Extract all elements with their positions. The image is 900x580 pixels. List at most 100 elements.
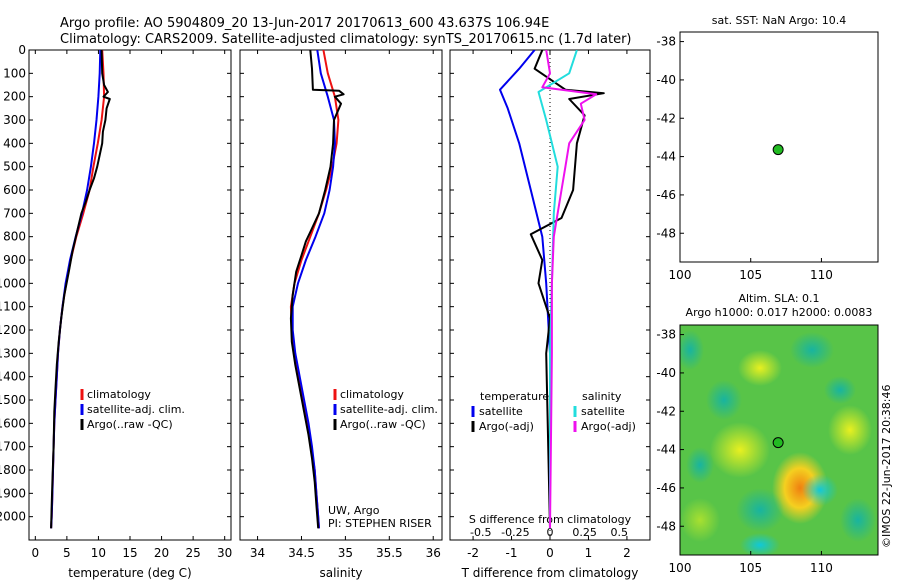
- y-tick-label: 1800: [0, 463, 26, 477]
- x-tick-label: 1: [585, 546, 593, 560]
- series-line: [529, 50, 605, 529]
- x-tick-label: 2: [623, 546, 631, 560]
- y-tick-label: 400: [3, 136, 26, 150]
- series-line: [50, 50, 102, 529]
- y-tick-label: -40: [656, 366, 676, 380]
- series-line: [537, 50, 578, 529]
- x-tick-label: -1: [506, 546, 518, 560]
- y-tick-label: 800: [3, 230, 26, 244]
- x-tick-label: 0: [546, 546, 554, 560]
- y-tick-label: 2000: [0, 510, 26, 524]
- x-tick-label: 110: [810, 561, 833, 575]
- y-tick-label: 1100: [0, 300, 26, 314]
- figure-title-line2: Climatology: CARS2009. Satellite-adjuste…: [60, 32, 632, 47]
- series-group: [499, 50, 605, 529]
- series-group: [289, 50, 345, 529]
- y-tick-label: 700: [3, 206, 26, 220]
- x-tick-label: 25: [185, 546, 200, 560]
- top-tick-label: -0.25: [501, 526, 529, 539]
- x-tick-label: -2: [467, 546, 479, 560]
- legend-entry: Argo(-adj): [479, 420, 534, 433]
- y-tick-label: -38: [656, 35, 676, 49]
- x-tick-label: 110: [810, 268, 833, 282]
- y-tick-label: -46: [656, 481, 676, 495]
- pi-label: PI: STEPHEN RISER: [328, 517, 432, 530]
- plot-frame: [239, 49, 443, 541]
- y-tick-label: -42: [656, 404, 676, 418]
- plot-frame: [28, 49, 232, 541]
- y-tick-label: 200: [3, 90, 26, 104]
- map-title-line1: Altim. SLA: 0.1: [738, 292, 819, 305]
- series-line: [541, 50, 598, 529]
- x-tick-label: 36: [426, 546, 441, 560]
- legend-entry: climatology: [87, 388, 151, 401]
- argo-float-marker: [772, 144, 784, 156]
- credit-label: UW, Argo: [328, 504, 380, 517]
- y-tick-label: 100: [3, 66, 26, 80]
- sst-map-panel: 100 105 110 -38 -40 -42 -44 -46 -48 sat. SST: NaN…: [656, 14, 879, 282]
- y-tick-label: -44: [656, 443, 676, 457]
- y-tick-label: 1600: [0, 416, 26, 430]
- legend-header: salinity: [582, 390, 622, 403]
- top-tick-label: 0: [547, 526, 554, 539]
- x-tick-label: 105: [739, 561, 762, 575]
- x-tick-label: 35: [338, 546, 353, 560]
- sla-map-panel: 100 105 110 -38 -40 -42 -44 -46 -48 Altim. SLA: 0…: [656, 292, 879, 575]
- legend-entry: satellite: [479, 405, 523, 418]
- x-tick-label: 35.5: [376, 546, 403, 560]
- top-tick-label: -0.5: [470, 526, 491, 539]
- y-tick-label: 900: [3, 253, 26, 267]
- x-tick-label: 100: [669, 268, 692, 282]
- series-line: [499, 50, 551, 529]
- temperature-panel: 0 5 10 15 20 25 300100200300400500600700800900…: [0, 43, 232, 580]
- y-tick-label: 0: [18, 43, 26, 57]
- series-line: [289, 50, 345, 529]
- figure-title-line1: Argo profile: AO 5904809_20 13-Jun-2017 …: [60, 16, 549, 31]
- y-tick-label: 1300: [0, 346, 26, 360]
- y-tick-label: 600: [3, 183, 26, 197]
- watermark-label: ©IMOS 22-Jun-2017 20:38:46: [880, 384, 893, 548]
- legend-entry: Argo(..raw -QC): [87, 418, 173, 431]
- y-tick-label: 300: [3, 113, 26, 127]
- legend-entry: Argo(-adj): [581, 420, 636, 433]
- legend-entry: Argo(..raw -QC): [340, 418, 426, 431]
- series-line: [289, 50, 340, 529]
- y-tick-label: 500: [3, 160, 26, 174]
- y-tick-label: -40: [656, 73, 676, 87]
- legend-entry: satellite-adj. clim.: [340, 403, 438, 416]
- difference-panel: -2 -1 0 1 2 T difference from climatology -0.5…: [449, 49, 651, 580]
- x-axis-label: temperature (deg C): [68, 566, 191, 580]
- y-tick-label: 1500: [0, 393, 26, 407]
- series-group: [50, 50, 111, 529]
- x-tick-label: 34.5: [288, 546, 315, 560]
- y-tick-label: -46: [656, 188, 676, 202]
- map-title-line2: Argo h1000: 0.017 h2000: 0.0083: [686, 306, 873, 319]
- y-tick-label: -38: [656, 328, 676, 342]
- x-tick-label: 105: [739, 268, 762, 282]
- x-tick-label: 5: [63, 546, 71, 560]
- legend-entry: satellite: [581, 405, 625, 418]
- y-tick-label: 1400: [0, 370, 26, 384]
- series-line: [291, 50, 336, 529]
- map-frame: [679, 31, 879, 263]
- top-tick-label: 0.5: [610, 526, 628, 539]
- legend-entry: climatology: [340, 388, 404, 401]
- x-tick-label: 20: [154, 546, 169, 560]
- y-tick-label: 1000: [0, 276, 26, 290]
- y-tick-label: 1900: [0, 486, 26, 500]
- legend-header: temperature: [480, 390, 549, 403]
- top-tick-label: 0.25: [572, 526, 597, 539]
- x-axis-label: T difference from climatology: [461, 566, 639, 580]
- x-tick-label: 34: [250, 546, 265, 560]
- y-tick-label: -48: [656, 226, 676, 240]
- y-tick-label: 1200: [0, 323, 26, 337]
- salinity-panel: 34 34.5 35 35.5 36 salinity climatology satelli…: [239, 49, 443, 580]
- y-tick-label: -44: [656, 150, 676, 164]
- x-tick-label: 15: [122, 546, 137, 560]
- x-tick-label: 0: [31, 546, 39, 560]
- y-tick-label: -42: [656, 111, 676, 125]
- map-title: sat. SST: NaN Argo: 10.4: [712, 14, 846, 27]
- map-frame: [679, 324, 879, 556]
- y-tick-label: 1700: [0, 440, 26, 454]
- x-tick-label: 100: [669, 561, 692, 575]
